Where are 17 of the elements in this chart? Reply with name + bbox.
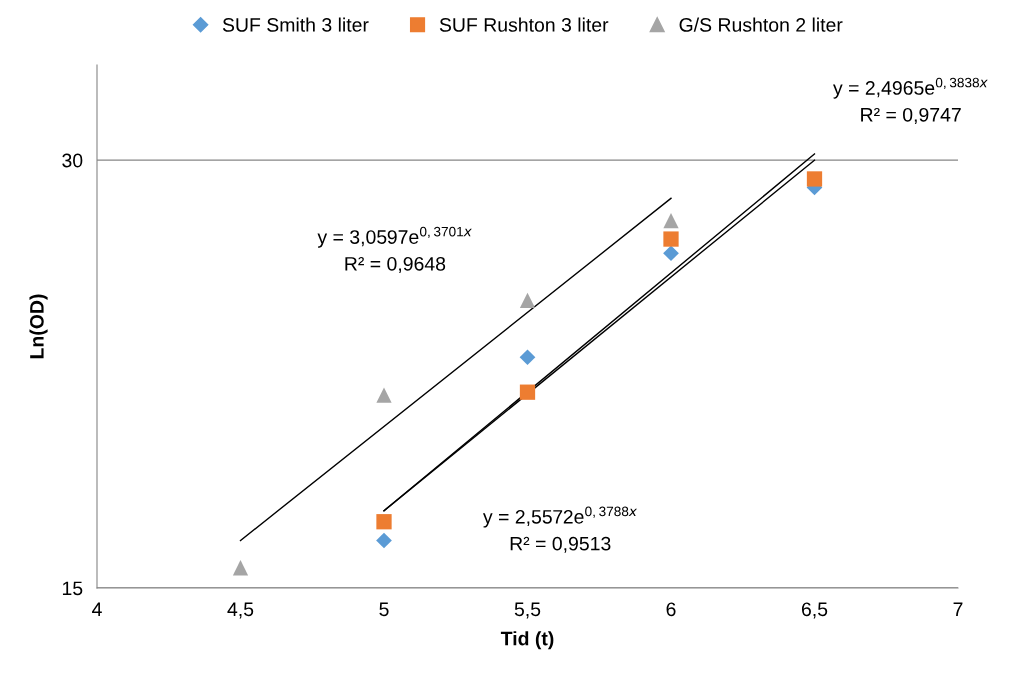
legend-label: SUF Smith 3 liter xyxy=(222,17,369,32)
x-tick-label: 5,5 xyxy=(514,602,541,619)
legend-label: G/S Rushton 2 liter xyxy=(679,17,843,32)
text: y = 2,5572e$^{0,3788x}$ R² = 0,9513 xyxy=(482,506,638,553)
x-tick-label: 4 xyxy=(92,602,102,616)
x-tick-label: 7 xyxy=(953,602,963,616)
y-axis-title: Ln(OD) xyxy=(29,294,48,359)
x-tick-label: 6 xyxy=(666,602,676,617)
text: y = 3,0597e$^{0,3701x}$ R² = 0,9648 xyxy=(317,226,472,274)
x-tick-label: 4,5 xyxy=(227,602,254,619)
y-tick-label: 30 xyxy=(62,153,83,168)
x-tick-label: 5 xyxy=(379,602,389,617)
text: y = 2,4965e$^{0,3838x}$ R² = 0,9747 xyxy=(833,77,988,124)
x-tick-label: 6,5 xyxy=(801,602,828,619)
y-tick-label: 15 xyxy=(62,581,83,596)
x-axis-title: Tid (t) xyxy=(500,631,554,650)
legend-label: SUF Rushton 3 liter xyxy=(439,17,609,32)
